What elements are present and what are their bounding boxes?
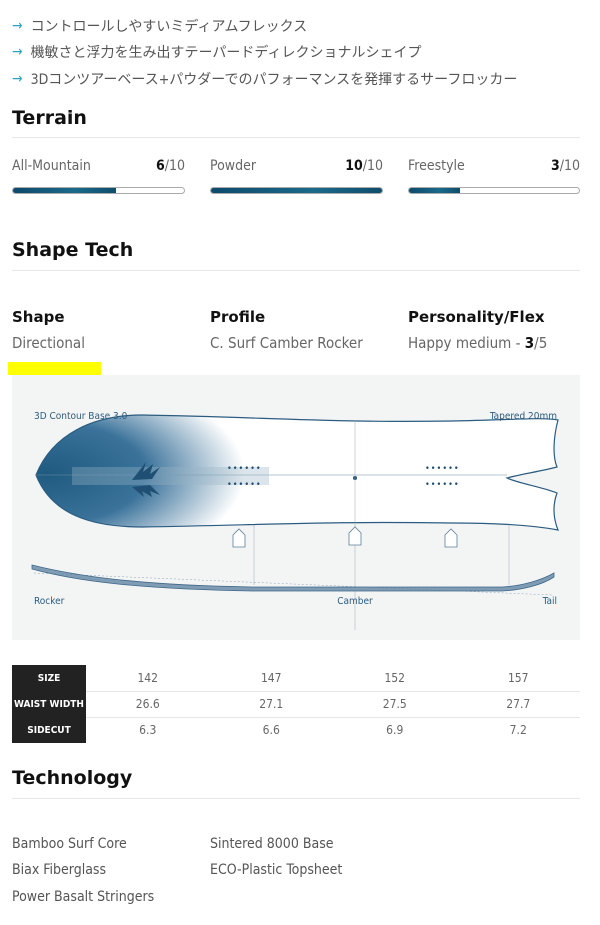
rating-bar — [408, 187, 580, 194]
tech-item: Sintered 8000 Base — [210, 836, 334, 852]
spec-profile: Profile C. Surf Camber Rocker — [210, 308, 363, 352]
board-illustration: •••••• •••••• •••••• •••••• 3D Contour Bas… — [31, 411, 559, 630]
svg-text:••••••: •••••• — [227, 480, 262, 490]
rating-powder: Powder 10/10 — [210, 158, 383, 194]
feature-item: → コントロールしやすいミディアムフレックス — [12, 18, 308, 35]
table-row: WAIST WIDTH 26.6 27.1 27.5 27.7 — [12, 691, 580, 718]
terrain-heading: Terrain — [12, 107, 87, 129]
feature-item: → 3Dコンツアーベース+パウダーでのパフォーマンスを発揮するサーフロッカー — [12, 71, 518, 88]
divider — [12, 798, 580, 799]
rating-bar — [210, 187, 383, 194]
base-label: 3D Contour Base 3.0 — [34, 411, 128, 422]
taper-label: Tapered 20mm — [489, 411, 557, 422]
logo-mark — [132, 462, 160, 497]
camber-label: Camber — [337, 596, 373, 607]
technology-heading: Technology — [12, 767, 133, 789]
tech-item: ECO-Plastic Topsheet — [210, 862, 343, 878]
arrow-right-icon: → — [12, 44, 23, 60]
board-diagram: •••••• •••••• •••••• •••••• 3D Contour Bas… — [12, 375, 580, 640]
svg-text:••••••: •••••• — [425, 464, 460, 474]
highlight-mark — [8, 362, 101, 375]
feature-item: → 機敏さと浮力を生み出すテーパードディレクショナルシェイプ — [12, 44, 422, 61]
rocker-label: Rocker — [34, 596, 65, 607]
tech-item: Bamboo Surf Core — [12, 836, 127, 852]
divider — [12, 137, 580, 138]
svg-text:••••••: •••••• — [227, 464, 262, 474]
table-row: SIZE 142 147 152 157 — [12, 665, 580, 692]
table-row: SIDECUT 6.3 6.6 6.9 7.2 — [12, 717, 580, 743]
tech-item: Power Basalt Stringers — [12, 889, 155, 905]
shape-tech-heading: Shape Tech — [12, 239, 134, 261]
spec-shape: Shape Directional — [12, 308, 85, 352]
arrow-right-icon: → — [12, 71, 23, 87]
rating-bar — [12, 187, 185, 194]
svg-text:••••••: •••••• — [425, 480, 460, 490]
arrow-right-icon: → — [12, 18, 23, 34]
rating-freestyle: Freestyle 3/10 — [408, 158, 580, 194]
rating-all-mountain: All-Mountain 6/10 — [12, 158, 185, 194]
size-table: SIZE 142 147 152 157 WAIST WIDTH 26.6 27.1 27.5… — [12, 665, 580, 743]
divider — [12, 270, 580, 271]
spec-flex: Personality/Flex Happy medium - 3/5 — [408, 308, 548, 352]
tech-item: Biax Fiberglass — [12, 862, 107, 878]
tail-label: Tail — [542, 596, 557, 607]
